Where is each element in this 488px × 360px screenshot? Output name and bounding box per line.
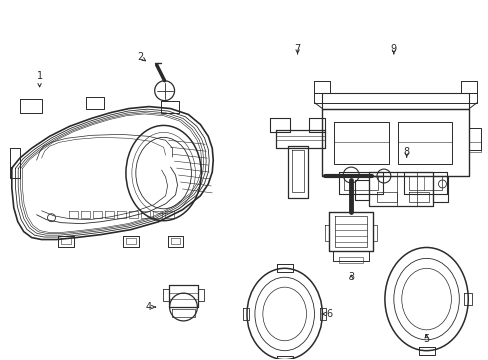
Text: 4: 4	[145, 302, 151, 312]
Text: 6: 6	[325, 309, 332, 319]
Text: 1: 1	[37, 71, 42, 81]
Text: 9: 9	[390, 44, 396, 54]
Text: 2: 2	[138, 52, 143, 62]
Text: 7: 7	[294, 44, 300, 54]
Text: 5: 5	[423, 334, 429, 344]
Text: 3: 3	[347, 272, 353, 282]
Text: 8: 8	[403, 147, 409, 157]
